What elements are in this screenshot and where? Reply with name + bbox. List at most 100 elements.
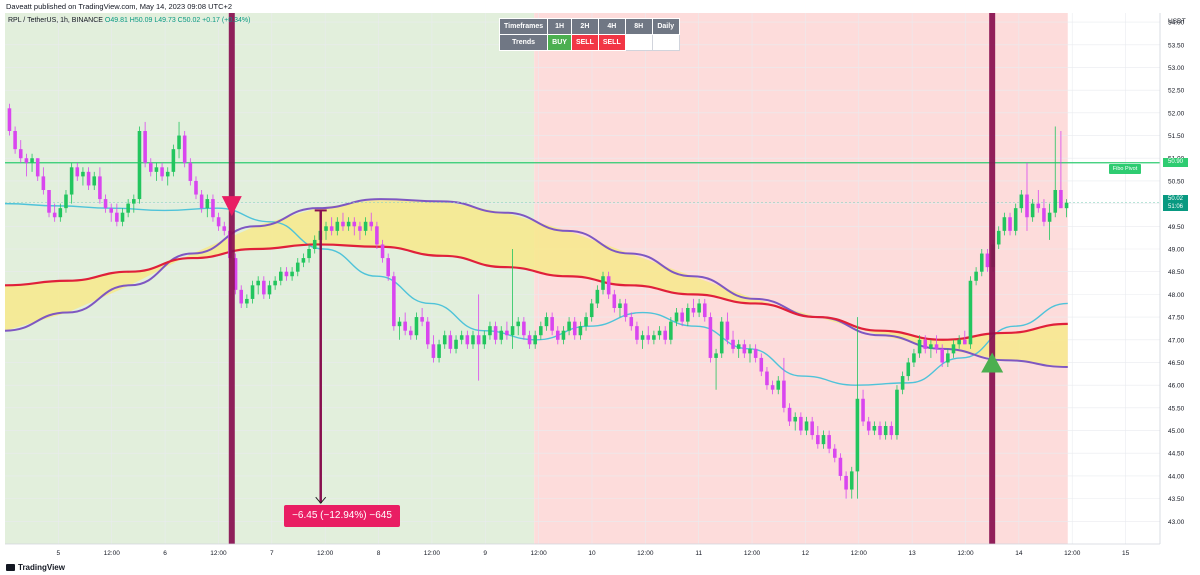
bull-candle (849, 471, 854, 490)
bull-candle (539, 326, 543, 336)
bear-candle (770, 385, 775, 390)
bear-candle (572, 321, 577, 336)
bear-candle (527, 335, 532, 345)
bear-candle (329, 226, 334, 231)
bull-candle (482, 335, 487, 345)
tradingview-logo-icon (6, 564, 15, 571)
bull-candle (1053, 190, 1058, 213)
pivot-price-tag: 50.90 (1163, 158, 1188, 168)
y-tick-label: 54.00 (1168, 20, 1185, 27)
bull-candle (120, 212, 125, 222)
bull-candle (414, 317, 419, 336)
x-tick-label: 8 (377, 550, 381, 557)
bear-candle (522, 321, 526, 336)
bull-candle (30, 158, 34, 163)
bull-candle (776, 380, 781, 390)
x-tick-label: 12:00 (744, 550, 761, 557)
symbol-legend: RPL / TetherUS, 1h, BINANCE O49.81 H50.0… (8, 17, 250, 24)
bear-candle (1059, 190, 1063, 209)
bull-candle (895, 389, 899, 436)
bull-candle (346, 221, 351, 227)
y-tick-label: 43.00 (1168, 519, 1185, 526)
bear-candle (985, 253, 990, 268)
y-tick-label: 52.00 (1168, 110, 1185, 117)
footer: TradingView (0, 561, 200, 575)
bull-candle (804, 421, 809, 431)
bull-candle (245, 298, 249, 304)
tradingview-logo[interactable]: TradingView (6, 563, 65, 572)
bear-candle (216, 217, 221, 227)
trend-1h: BUY (547, 34, 572, 51)
bear-candle (262, 280, 266, 295)
bull-candle (674, 312, 679, 322)
bull-candle (595, 289, 600, 304)
bear-candle (765, 371, 769, 386)
bear-candle (923, 339, 928, 349)
x-tick-label: 5 (57, 550, 61, 557)
y-tick-label: 43.50 (1168, 496, 1185, 503)
bear-candle (182, 135, 187, 163)
x-tick-label: 12:00 (530, 550, 547, 557)
bull-candle (1019, 194, 1024, 209)
bull-candle (748, 348, 752, 354)
y-tick-label: 48.00 (1168, 292, 1185, 299)
bull-candle (929, 344, 933, 349)
bull-candle (1047, 212, 1052, 222)
bull-candle (250, 285, 255, 299)
axes: USDT54.0053.5053.0052.5052.0051.5051.005… (5, 13, 1186, 557)
bull-candle (714, 353, 718, 358)
bull-candle (324, 226, 328, 231)
bull-candle (301, 258, 306, 263)
bear-candle (352, 221, 357, 227)
bull-candle (883, 426, 888, 436)
bear-candle (409, 330, 413, 336)
bear-candle (816, 435, 820, 445)
bull-candle (912, 353, 916, 363)
bull-candle (900, 376, 905, 390)
current-price-sub: 51:06 (1167, 203, 1183, 210)
bear-candle (934, 344, 939, 349)
x-tick-label: 6 (163, 550, 167, 557)
x-tick-label: 12 (802, 550, 810, 557)
y-tick-label: 51.50 (1168, 133, 1185, 140)
bear-candle (799, 416, 803, 431)
bull-candle (171, 149, 176, 172)
tf-daily: Daily (651, 18, 680, 35)
trend-daily (651, 34, 680, 51)
y-tick-label: 45.50 (1168, 405, 1185, 412)
bull-candle (312, 239, 317, 249)
bull-candle (957, 339, 961, 345)
bull-candle (81, 171, 85, 177)
measure-arrow-icon (315, 496, 327, 504)
bull-candle (652, 335, 656, 340)
bear-candle (476, 335, 481, 345)
bear-candle (635, 326, 639, 340)
bull-candle (363, 221, 368, 231)
bear-candle (889, 426, 894, 436)
bull-candle (533, 335, 537, 345)
bear-candle (550, 317, 554, 331)
bull-candle (205, 199, 210, 209)
bear-candle (194, 180, 198, 195)
y-tick-label: 44.50 (1168, 451, 1185, 458)
bear-candle (41, 176, 46, 190)
bull-candle (686, 308, 690, 322)
x-tick-label: 13 (909, 550, 917, 557)
trends-header: Trends (498, 34, 549, 51)
bull-candle (736, 344, 741, 349)
bull-candle (510, 326, 515, 336)
x-tick-label: 12:00 (1064, 550, 1081, 557)
bear-candle (358, 226, 362, 231)
ma-fill (5, 199, 1068, 367)
bull-candle (154, 167, 159, 172)
bear-candle (680, 312, 684, 322)
bear-candle (866, 421, 871, 431)
y-tick-label: 49.00 (1168, 247, 1185, 254)
ohlc-values: O49.81 H50.09 L49.73 C50.02 +0.17 (+0.34… (104, 17, 251, 24)
symbol-name: RPL / TetherUS, 1h, BINANCE (8, 17, 103, 24)
bear-candle (646, 335, 651, 340)
bull-candle (1013, 208, 1018, 231)
y-tick-label: 47.00 (1168, 337, 1185, 344)
bear-candle (375, 226, 379, 245)
